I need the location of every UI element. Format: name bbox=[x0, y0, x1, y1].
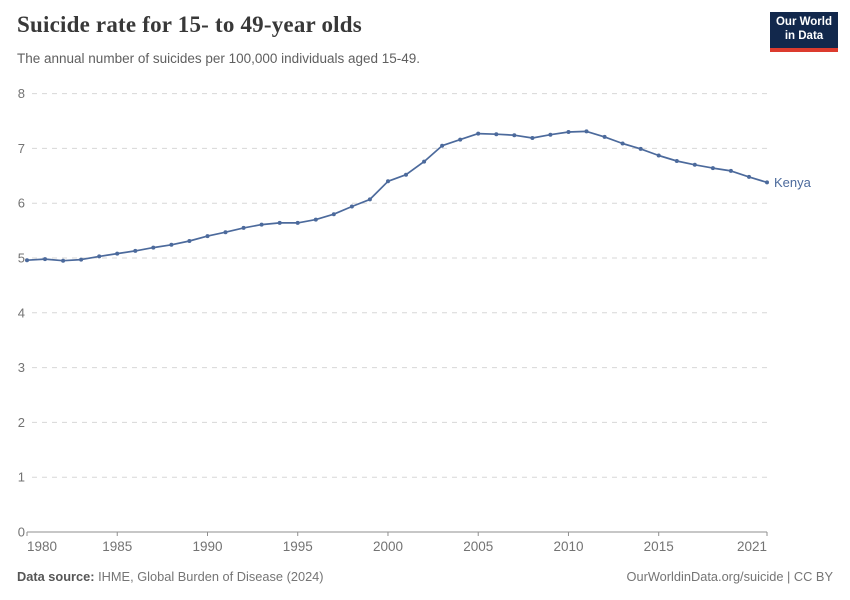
data-point[interactable] bbox=[584, 129, 589, 134]
y-axis-tick-label: 2 bbox=[18, 415, 25, 430]
owid-logo-line1: Our World bbox=[775, 16, 832, 29]
data-point[interactable] bbox=[187, 239, 192, 243]
data-point[interactable] bbox=[205, 234, 210, 239]
x-axis-tick-label: 1990 bbox=[192, 539, 222, 554]
y-axis-tick-label: 0 bbox=[18, 525, 25, 540]
data-point[interactable] bbox=[638, 146, 643, 151]
data-point[interactable] bbox=[602, 134, 607, 139]
data-point[interactable] bbox=[133, 248, 138, 253]
x-axis-tick-label: 2015 bbox=[644, 539, 674, 554]
line-chart: 0 1 2 3 4 5 6 7 8 1980 1985 1990 1995 2000 2005 2010 201… bbox=[18, 86, 812, 554]
x-axis-tick-label: 2021 bbox=[737, 539, 767, 554]
data-point[interactable] bbox=[422, 159, 427, 164]
y-axis-tick-label: 7 bbox=[18, 141, 25, 156]
data-point[interactable] bbox=[151, 245, 156, 250]
data-point[interactable] bbox=[566, 130, 571, 134]
data-source-note: Data source: IHME, Global Burden of Dise… bbox=[17, 569, 324, 584]
data-point[interactable] bbox=[620, 141, 625, 146]
data-point[interactable] bbox=[386, 179, 390, 184]
series-label-kenya[interactable]: Kenya bbox=[774, 175, 812, 190]
x-axis-tick-label: 2005 bbox=[463, 539, 493, 554]
data-point[interactable] bbox=[530, 136, 535, 140]
data-point[interactable] bbox=[458, 137, 463, 142]
y-axis-tick-label: 4 bbox=[18, 305, 25, 320]
data-point[interactable] bbox=[367, 197, 372, 202]
data-point[interactable] bbox=[349, 204, 354, 209]
data-point[interactable] bbox=[747, 174, 751, 179]
data-point[interactable] bbox=[692, 162, 697, 167]
data-point[interactable] bbox=[710, 166, 715, 171]
data-point[interactable] bbox=[656, 153, 661, 158]
y-axis-tick-label: 6 bbox=[18, 196, 25, 211]
data-point[interactable] bbox=[115, 251, 120, 256]
chart-title: Suicide rate for 15- to 49-year olds bbox=[17, 12, 362, 37]
data-point[interactable] bbox=[331, 212, 336, 217]
x-axis-tick-label: 1985 bbox=[102, 539, 132, 554]
y-axis-tick-label: 3 bbox=[18, 360, 25, 375]
x-axis-tick-label: 1995 bbox=[283, 539, 313, 554]
license-note[interactable]: OurWorldinData.org/suicide | CC BY bbox=[626, 569, 834, 584]
chart-subtitle: The annual number of suicides per 100,00… bbox=[17, 51, 421, 66]
data-point[interactable] bbox=[674, 159, 679, 163]
data-point[interactable] bbox=[494, 132, 499, 137]
data-point[interactable] bbox=[25, 258, 29, 263]
data-point[interactable] bbox=[404, 172, 408, 177]
data-point[interactable] bbox=[61, 258, 66, 263]
data-point[interactable] bbox=[512, 133, 517, 138]
data-source-label: Data source: bbox=[17, 569, 95, 584]
x-axis-tick-label: 2000 bbox=[373, 539, 403, 554]
owid-logo[interactable]: Our World in Data bbox=[770, 12, 838, 52]
owid-logo-line2: in Data bbox=[784, 30, 824, 42]
data-point[interactable] bbox=[476, 131, 481, 136]
data-point[interactable] bbox=[43, 257, 47, 262]
data-point[interactable] bbox=[548, 132, 553, 137]
data-point[interactable] bbox=[440, 143, 445, 148]
data-point[interactable] bbox=[241, 225, 246, 230]
data-source-text: IHME, Global Burden of Disease (2024) bbox=[94, 569, 324, 584]
y-axis-tick-label: 5 bbox=[18, 251, 25, 266]
y-axis-tick-label: 8 bbox=[18, 86, 25, 101]
data-point[interactable] bbox=[259, 222, 264, 227]
data-point[interactable] bbox=[728, 168, 733, 173]
data-point[interactable] bbox=[765, 180, 769, 185]
kenya-line bbox=[26, 130, 768, 262]
data-point[interactable] bbox=[97, 254, 102, 259]
data-point[interactable] bbox=[295, 220, 300, 225]
x-axis-tick-label: 2010 bbox=[553, 539, 583, 554]
data-point[interactable] bbox=[169, 242, 174, 247]
y-axis-tick-label: 1 bbox=[18, 470, 25, 485]
data-point[interactable] bbox=[313, 217, 318, 222]
x-axis-tick-label: 1980 bbox=[27, 539, 57, 554]
data-point[interactable] bbox=[277, 220, 282, 225]
data-point[interactable] bbox=[223, 230, 228, 235]
data-point[interactable] bbox=[79, 257, 84, 262]
